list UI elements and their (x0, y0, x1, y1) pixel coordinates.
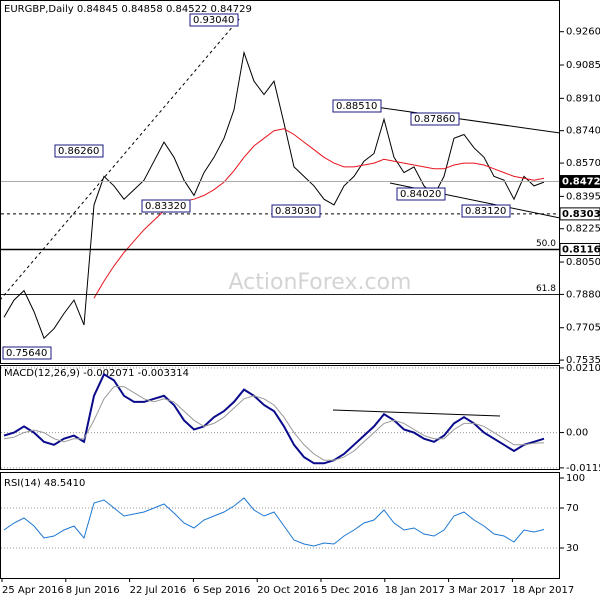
x-tick-label: 20 Oct 2016 (257, 585, 319, 596)
fib-label: 61.8 (536, 284, 556, 294)
marked-level-box (559, 242, 600, 256)
x-tick-label: 6 Sep 2016 (193, 585, 250, 596)
annotation: 0.86260 (58, 146, 99, 157)
series-line (3, 372, 545, 465)
fib-label: 50.0 (536, 239, 556, 249)
y-tick-label: -0.011507 (566, 463, 600, 474)
annotation-box (271, 204, 321, 218)
marked-level-box (559, 175, 600, 189)
annotation: 0.83320 (145, 201, 186, 212)
annotation: 0.83120 (465, 206, 506, 217)
annotation-box (396, 187, 446, 201)
annotation-box (461, 204, 511, 218)
annotation: 0.87860 (414, 114, 455, 125)
y-tick-label: 30 (566, 543, 579, 554)
macd-trend-line (332, 409, 501, 417)
x-tick-label: 18 Jan 2017 (385, 585, 445, 596)
x-tick-label: 22 Jul 2016 (130, 585, 187, 596)
annotation: 0.75640 (6, 348, 47, 359)
x-tick-label: 25 Apr 2016 (2, 585, 64, 596)
marked-level-label: 0.83030 (562, 209, 600, 220)
annotation: 0.93040 (193, 15, 234, 26)
marked-level-box (559, 207, 600, 221)
y-tick-label: 0.021074 (566, 363, 600, 374)
macd-title: MACD(12,26,9) -0.002071 -0.003314 (4, 368, 189, 379)
annotation: 0.84020 (400, 189, 441, 200)
annotation-box (332, 99, 382, 113)
x-tick-label: 5 Dec 2016 (321, 585, 379, 596)
y-tick-label: 100 (566, 473, 585, 484)
x-tick-label: 8 Jun 2016 (66, 585, 120, 596)
rsi-panel-frame (0, 472, 560, 579)
rsi-title: RSI(14) 48.5410 (4, 478, 85, 489)
macd-panel-frame (0, 365, 560, 470)
y-tick-label: 0.75350 (566, 355, 600, 366)
annotation-box (2, 346, 52, 360)
chart-title: EURGBP,Daily 0.84845 0.84858 0.84522 0.8… (4, 4, 252, 15)
annotation: 0.83030 (275, 206, 316, 217)
x-tick-label: 3 Mar 2017 (449, 585, 506, 596)
series-line (3, 50, 545, 340)
trend-line (0, 17, 241, 301)
annotation-box (141, 199, 191, 213)
marked-level-label: 0.84729 (562, 177, 600, 188)
annotation: 0.88510 (336, 101, 377, 112)
series-line (3, 497, 545, 547)
x-tick-label: 18 Apr 2017 (512, 585, 574, 596)
watermark: ActionForex.com (229, 270, 412, 295)
annotation-box (54, 144, 104, 158)
y-tick-label: 0.00 (566, 428, 588, 439)
y-tick-label: 70 (566, 503, 579, 514)
series-line (3, 386, 545, 461)
annotation-box (410, 112, 460, 126)
annotation-box (189, 13, 239, 27)
